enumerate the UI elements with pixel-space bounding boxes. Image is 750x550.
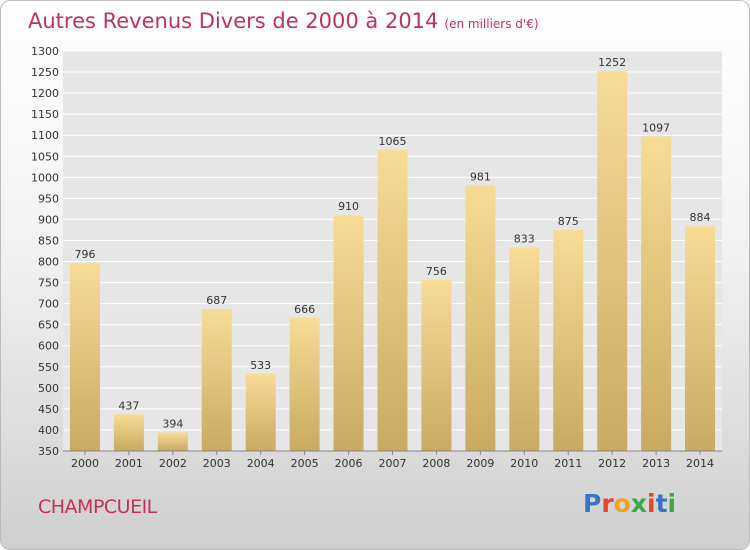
y-tick-labels: 350 400 450 500 550 600 650 700 750 800 850 900 950 1… <box>31 45 59 458</box>
y-tick-label: 1150 <box>31 108 59 121</box>
y-tick-label: 450 <box>38 403 59 416</box>
x-tick-label: 2000 <box>71 457 99 470</box>
proxiti-logo: Proxiti <box>583 489 676 518</box>
x-tick-label: 2003 <box>203 457 231 470</box>
value-label: 981 <box>470 170 491 183</box>
logo-letter: i <box>647 489 656 518</box>
value-label: 437 <box>118 399 139 412</box>
x-tick-label: 2001 <box>115 457 143 470</box>
bar-2014 <box>685 226 716 451</box>
y-tick-label: 1250 <box>31 66 59 79</box>
logo-letter: r <box>601 489 614 518</box>
bar-2002 <box>157 432 188 451</box>
y-tick-label: 1300 <box>31 45 59 58</box>
y-tick-label: 800 <box>38 256 59 269</box>
logo-letter: t <box>655 489 668 518</box>
y-tick-label: 700 <box>38 298 59 311</box>
y-tick-label: 750 <box>38 277 59 290</box>
x-tick-label: 2013 <box>642 457 670 470</box>
value-label: 533 <box>250 359 271 372</box>
chart-unit: (en milliers d'€) <box>444 17 539 31</box>
y-tick-label: 650 <box>38 319 59 332</box>
chart-title: Autres Revenus Divers de 2000 à 2014 (en … <box>28 9 539 33</box>
y-tick-label: 1000 <box>31 171 59 184</box>
y-tick-label: 400 <box>38 424 59 437</box>
value-labels: 796 437 394 687 533 666 910 1065 756 981 833 875 125… <box>74 56 710 430</box>
value-label: 910 <box>338 200 359 213</box>
y-tick-label: 550 <box>38 361 59 374</box>
x-tick-labels: 2000 2001 2002 2003 2004 2005 2006 2007 2008 2009… <box>63 450 722 470</box>
y-tick-label: 1200 <box>31 87 59 100</box>
bar-2005 <box>289 317 320 451</box>
x-tick-label: 2006 <box>335 457 363 470</box>
value-label: 1252 <box>598 56 626 69</box>
bar-2010 <box>509 247 540 451</box>
logo-letter: x <box>630 489 647 518</box>
bar-2013 <box>641 136 672 451</box>
value-label: 796 <box>74 248 95 261</box>
x-tick-label: 2008 <box>422 457 450 470</box>
x-tick-label: 2007 <box>379 457 407 470</box>
logo-letter: i <box>667 489 677 518</box>
logo-letter: o <box>613 489 631 518</box>
bar-2001 <box>113 414 144 451</box>
x-tick-label: 2014 <box>686 457 714 470</box>
x-tick-label: 2012 <box>598 457 626 470</box>
bar-2008 <box>421 280 452 451</box>
y-tick-label: 900 <box>38 213 59 226</box>
y-tick-label: 1050 <box>31 150 59 163</box>
x-tick-label: 2009 <box>466 457 494 470</box>
y-tick-label: 350 <box>38 445 59 458</box>
x-tick-label: 2010 <box>510 457 538 470</box>
x-tick-label: 2004 <box>247 457 275 470</box>
bar-2007 <box>377 149 408 451</box>
bars <box>69 71 716 452</box>
bar-2011 <box>553 229 584 451</box>
value-label: 875 <box>558 215 579 228</box>
value-label: 1097 <box>642 121 670 134</box>
x-tick-label: 2005 <box>291 457 319 470</box>
y-tick-label: 1100 <box>31 129 59 142</box>
bar-2004 <box>245 373 276 451</box>
bar-2000 <box>69 263 100 451</box>
bar-2006 <box>333 215 364 451</box>
value-label: 884 <box>690 211 711 224</box>
value-label: 833 <box>514 233 535 246</box>
y-tick-label: 500 <box>38 382 59 395</box>
location-name: CHAMPCUEIL <box>38 496 157 518</box>
logo-letter: P <box>583 489 602 518</box>
value-label: 687 <box>206 294 227 307</box>
x-tick-label: 2011 <box>554 457 582 470</box>
value-label: 756 <box>426 265 447 278</box>
x-tick-label: 2002 <box>159 457 187 470</box>
bar-2009 <box>465 185 496 451</box>
bar-2003 <box>201 309 232 451</box>
value-label: 666 <box>294 303 315 316</box>
chart-title-text: Autres Revenus Divers de 2000 à 2014 <box>28 9 439 33</box>
y-tick-label: 850 <box>38 234 59 247</box>
value-label: 1065 <box>379 135 407 148</box>
value-label: 394 <box>162 417 183 430</box>
y-tick-label: 600 <box>38 340 59 353</box>
bar-2012 <box>597 71 628 452</box>
y-tick-label: 950 <box>38 192 59 205</box>
